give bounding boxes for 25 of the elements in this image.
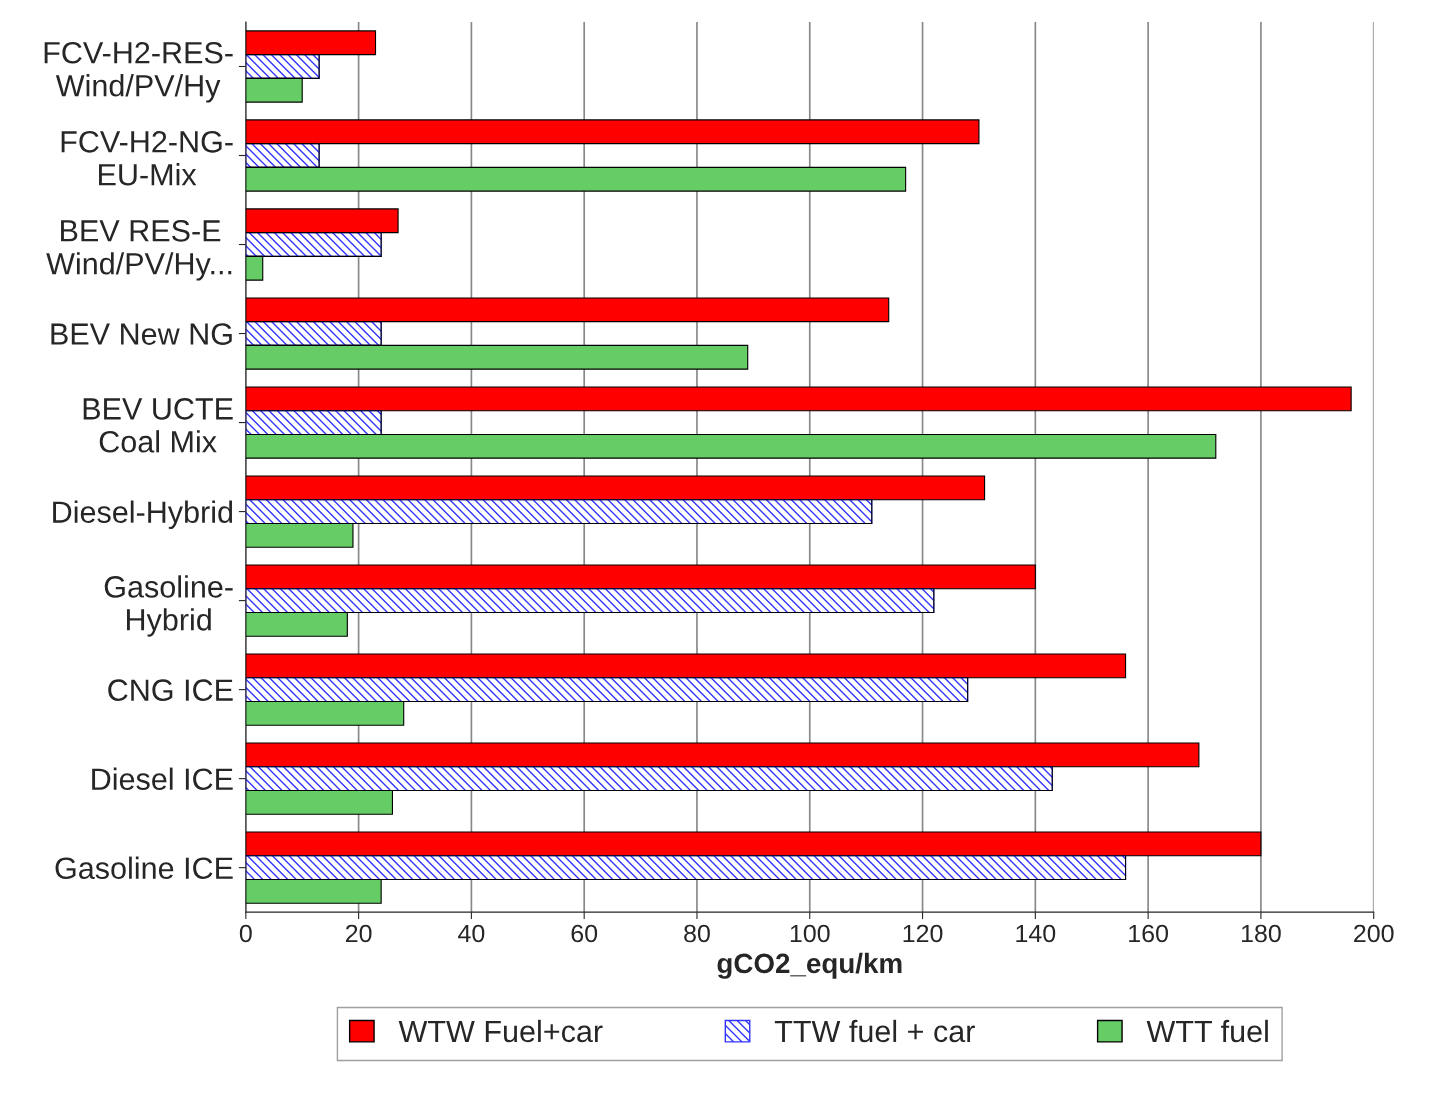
x-tick-label: 20 [345,924,372,943]
x-tick-label: 80 [684,924,710,943]
x-tick-label: 0 [239,924,252,943]
y-tick-label: FCV-H2-RES- Wind/PV/Hy [44,41,233,103]
x-tick-label: 100 [790,924,830,943]
x-tick-label: 160 [1129,924,1168,943]
x-tick-label: 60 [571,924,598,943]
legend-label: WTW Fuel+car [398,1019,603,1043]
x-axis-title: gCO2_equ/km [717,952,902,979]
y-tick-label: Diesel-Hybrid [53,500,233,529]
y-tick-label: BEV RES-E Wind/PV/Hy... [46,220,232,281]
y-tick-label: CNG ICE [108,679,233,701]
y-tick-label: Diesel ICE [92,767,233,791]
x-tick-label: 120 [903,924,943,943]
y-tick-label: BEV New NG [51,323,232,345]
y-tick-label: FCV-H2-NG- EU-Mix [61,131,233,186]
y-tick-label: Gasoline- Hybrid [104,575,233,637]
x-tick-label: 180 [1241,924,1281,943]
x-tick-label: 200 [1354,924,1394,943]
y-tick-label: BEV UCTE Coal Mix [83,398,233,453]
x-tick-label: 140 [1016,924,1056,943]
legend-label: TTW fuel + car [774,1019,975,1043]
legend-label: WTT fuel [1146,1019,1268,1043]
y-tick-label: Gasoline ICE [55,856,233,880]
x-tick-label: 40 [458,924,485,943]
